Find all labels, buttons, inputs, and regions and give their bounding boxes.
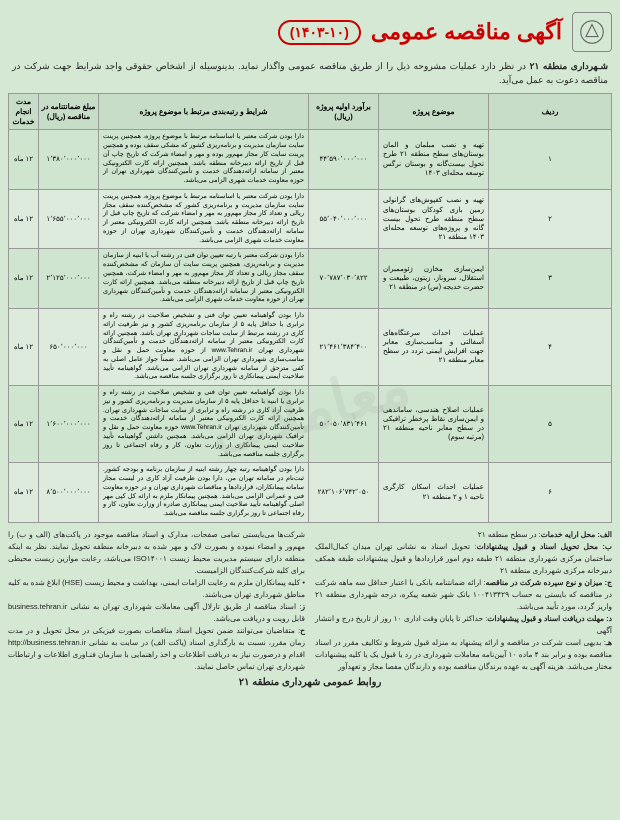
- cell-subject: تهیه و نصب کفپوش‌های گرانولی زمین بازی ک…: [379, 189, 489, 249]
- cell-duration: ۱۲ ماه: [9, 463, 39, 523]
- cell-conditions: دارا بودن شرکت معتبر با رتبه تعیین توان …: [99, 249, 309, 309]
- cell-guarantee: ۸٬۵۰۰٬۰۰۰٬۰۰۰: [39, 463, 99, 523]
- note-p4-bold: ح: [300, 626, 305, 635]
- cell-n: ۵: [489, 386, 612, 463]
- note-p2: • کلیه پیمانکاران ملزم به رعایت الزامات …: [8, 577, 305, 601]
- note-p4: : متقاضیان می‌توانند ضمن تحویل اسناد منا…: [8, 626, 305, 671]
- table-row: ۳ایمن‌سازی مخازن ژئوممبران استقلال، سرون…: [9, 249, 612, 309]
- table-body: ۱تهیه و نصب مبلمان و المان بوستان‌های سط…: [9, 130, 612, 523]
- cell-n: ۴: [489, 309, 612, 386]
- cell-duration: ۱۲ ماه: [9, 249, 39, 309]
- footer: روابط عمومی شهرداری منطقه ۲۱: [8, 677, 612, 688]
- cell-subject: تهیه و نصب مبلمان و المان بوستان‌های سطح…: [379, 130, 489, 190]
- table-row: ۱تهیه و نصب مبلمان و المان بوستان‌های سط…: [9, 130, 612, 190]
- col-duration: مدت انجام خدمات: [9, 94, 39, 130]
- page: آگهی مناقصه عمومی (۱۴۰۳-۱۰) شـهرداری منط…: [0, 0, 620, 696]
- cell-estimate: ۲۱٬۴۶۱٬۳۸۴٬۴۰۰: [309, 309, 379, 386]
- table-row: ۲تهیه و نصب کفپوش‌های گرانولی زمین بازی …: [9, 189, 612, 249]
- notes-left-col: شرکت‌ها می‌بایستی تمامی صفحات، مدارک و ا…: [8, 529, 305, 673]
- cell-guarantee: ۱٬۳۸۰٬۰۰۰٬۰۰۰: [39, 130, 99, 190]
- cell-estimate: ۵۰٬۰۵۰٬۸۳۱٬۴۶۱: [309, 386, 379, 463]
- note-d-bold: د: مهلت دریافت اسناد و قبول پیشنهادات: [487, 614, 612, 623]
- header: آگهی مناقصه عمومی (۱۴۰۳-۱۰): [8, 8, 612, 58]
- note-p1: شرکت‌ها می‌بایستی تمامی صفحات، مدارک و ا…: [8, 529, 305, 577]
- cell-guarantee: ۱٬۶۰۰٬۰۰۰٬۰۰۰: [39, 386, 99, 463]
- tender-table: ردیف موضوع پروژه برآورد اولیه پروژه (ریا…: [8, 93, 612, 523]
- cell-duration: ۱۲ ماه: [9, 130, 39, 190]
- cell-estimate: ۲۸۲٬۱۰۶٬۷۴۲٬۰۵۰: [309, 463, 379, 523]
- intro-rest: در نظر دارد عملیات مشروحه ذیل را از طریق…: [12, 61, 608, 85]
- note-p3: : اسناد مناقصه از طریق تارلال آگهی معامل…: [8, 602, 305, 623]
- table-row: ۴عملیات احداث سرعتگاه‌های آسفالتی و مناس…: [9, 309, 612, 386]
- note-c-bold: ج: میزان و نوع سپرده شرکت در مناقصه: [486, 578, 612, 587]
- col-guarantee: مبلغ ضمانتنامه در مناقصه (ریال): [39, 94, 99, 130]
- cell-duration: ۱۲ ماه: [9, 189, 39, 249]
- cell-conditions: دارا بودن گواهینامه تعیین توان فنی و تشخ…: [99, 386, 309, 463]
- notes-section: الف: محل ارایه خدمات: در سطح منطقه ۲۱ ب:…: [8, 529, 612, 673]
- note-a: : در سطح منطقه ۲۱: [478, 530, 541, 539]
- col-conditions: شرایط و رتبه‌بندی مرتبط با موضوع پروژه: [99, 94, 309, 130]
- cell-n: ۶: [489, 463, 612, 523]
- intro-text: شـهرداری منطقه ۲۱ در نظر دارد عملیات مشر…: [8, 58, 612, 93]
- cell-duration: ۱۲ ماه: [9, 309, 39, 386]
- municipality-logo: [572, 12, 612, 52]
- note-e: : بدیهی است شرکت در مناقصه و ارائه پیشنه…: [315, 638, 612, 671]
- cell-estimate: ۵۵٬۰۴۰٬۰۰۰٬۰۰۰: [309, 189, 379, 249]
- cell-n: ۲: [489, 189, 612, 249]
- page-title: آگهی مناقصه عمومی: [371, 19, 562, 45]
- cell-estimate: ۴۴٬۵۹۰٬۰۰۰٬۰۰۰: [309, 130, 379, 190]
- note-p3-bold: ز: [301, 602, 305, 611]
- col-subject: موضوع پروژه: [379, 94, 489, 130]
- tender-number: (۱۴۰۳-۱۰): [278, 20, 361, 45]
- col-row: ردیف: [489, 94, 612, 130]
- cell-n: ۱: [489, 130, 612, 190]
- cell-n: ۳: [489, 249, 612, 309]
- cell-estimate: ۷۰٬۷۸۷٬۰۳۰٬۸۲۲: [309, 249, 379, 309]
- cell-guarantee: ۱٬۶۵۵٬۰۰۰٬۰۰۰: [39, 189, 99, 249]
- cell-guarantee: ۲٬۱۲۵٬۰۰۰٬۰۰۰: [39, 249, 99, 309]
- col-estimate: برآورد اولیه پروژه (ریال): [309, 94, 379, 130]
- cell-conditions: دارا بودن شرکت معتبر یا اساسنامه مرتبط ب…: [99, 189, 309, 249]
- cell-subject: عملیات احداث سرعتگاه‌های آسفالتی و مناسب…: [379, 309, 489, 386]
- note-a-bold: الف: محل ارایه خدمات: [541, 530, 612, 539]
- cell-subject: ایمن‌سازی مخازن ژئوممبران استقلال، سرونا…: [379, 249, 489, 309]
- table-row: ۶عملیات احداث اسکان کارگری ناحیه ۱ و ۲ م…: [9, 463, 612, 523]
- cell-guarantee: ۶۵۰٬۰۰۰٬۰۰۰: [39, 309, 99, 386]
- intro-bold: شـهرداری منطقه ۲۱: [530, 61, 608, 71]
- cell-conditions: دارا بودن گواهینامه تعیین توان فنی و تشخ…: [99, 309, 309, 386]
- note-b-bold: ب: محل تحویل اسناد و قبول پیشنهادات: [477, 542, 612, 551]
- note-e-bold: هـ: [606, 638, 612, 647]
- cell-subject: عملیات احداث اسکان کارگری ناحیه ۱ و ۲ من…: [379, 463, 489, 523]
- cell-conditions: دارا بودن گواهینامه رتبه چهار رشته ابنیه…: [99, 463, 309, 523]
- cell-duration: ۱۲ ماه: [9, 386, 39, 463]
- notes-right-col: الف: محل ارایه خدمات: در سطح منطقه ۲۱ ب:…: [315, 529, 612, 673]
- table-row: ۵عملیات اصلاح هندسی، ساماندهی و ایمن‌ساز…: [9, 386, 612, 463]
- table-head: ردیف موضوع پروژه برآورد اولیه پروژه (ریا…: [9, 94, 612, 130]
- cell-conditions: دارا بودن شرکت معتبر یا اساسنامه مرتبط ب…: [99, 130, 309, 190]
- cell-subject: عملیات اصلاح هندسی، ساماندهی و ایمن‌سازی…: [379, 386, 489, 463]
